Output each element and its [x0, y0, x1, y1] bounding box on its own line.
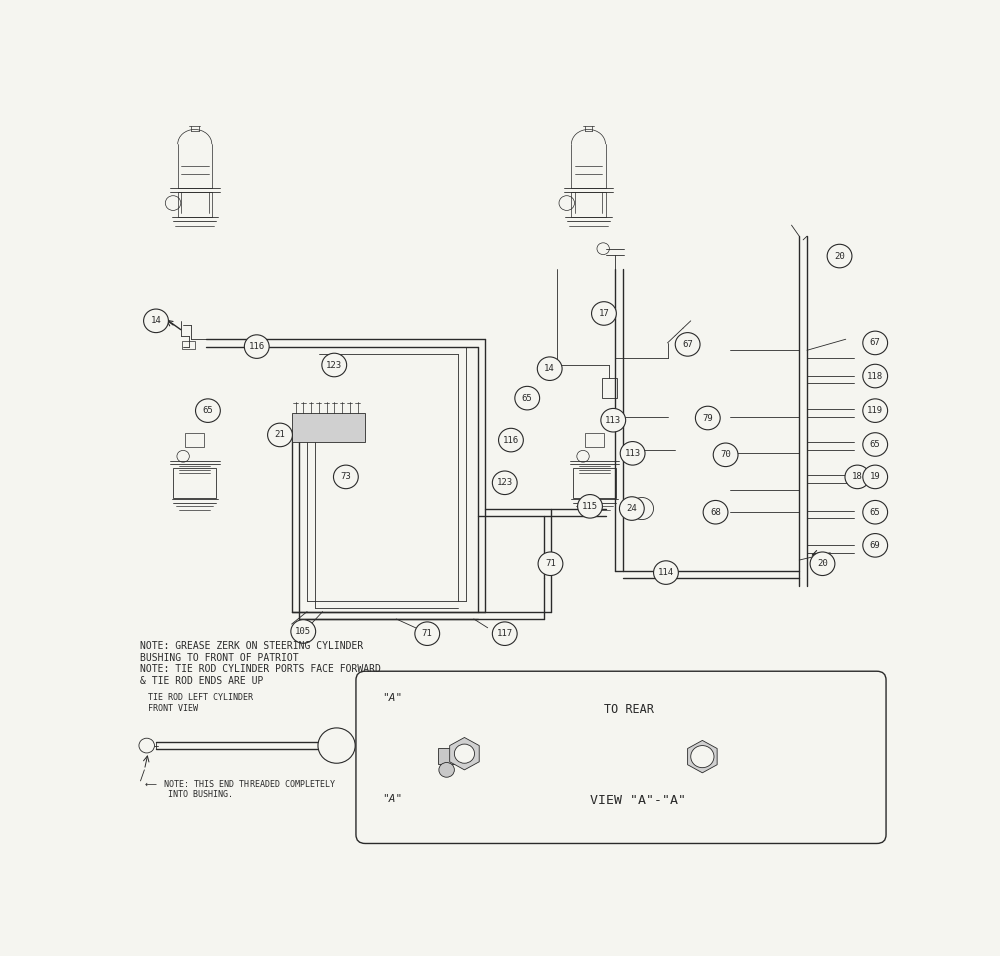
- Circle shape: [863, 533, 888, 557]
- Circle shape: [810, 552, 835, 576]
- Circle shape: [863, 399, 888, 423]
- Circle shape: [691, 746, 714, 768]
- Bar: [573, 468, 616, 497]
- Text: 17: 17: [599, 309, 609, 318]
- Circle shape: [196, 399, 220, 423]
- Circle shape: [454, 744, 475, 763]
- Circle shape: [863, 500, 888, 524]
- Circle shape: [592, 302, 616, 325]
- Circle shape: [863, 331, 888, 355]
- Bar: [571, 192, 606, 217]
- Circle shape: [415, 622, 440, 645]
- Text: 14: 14: [544, 364, 555, 373]
- Circle shape: [703, 500, 728, 524]
- Text: 70: 70: [720, 450, 731, 459]
- Circle shape: [268, 424, 292, 446]
- Text: 123: 123: [326, 360, 342, 370]
- Bar: [185, 433, 204, 447]
- Text: 68: 68: [710, 508, 721, 517]
- Circle shape: [439, 763, 454, 777]
- Circle shape: [492, 471, 517, 494]
- Text: 73: 73: [340, 472, 351, 482]
- Circle shape: [578, 494, 602, 518]
- Circle shape: [845, 466, 870, 489]
- Circle shape: [318, 728, 355, 763]
- Circle shape: [492, 622, 517, 645]
- Text: 65: 65: [203, 406, 213, 415]
- Circle shape: [827, 245, 852, 268]
- Text: 113: 113: [605, 416, 621, 424]
- Circle shape: [695, 406, 720, 430]
- Text: 20: 20: [834, 251, 845, 261]
- Text: 18: 18: [852, 472, 863, 482]
- Circle shape: [322, 353, 347, 377]
- Text: 105: 105: [295, 627, 311, 636]
- Text: 115: 115: [582, 502, 598, 511]
- Text: 71: 71: [422, 629, 433, 639]
- Bar: [585, 433, 604, 447]
- Text: 123: 123: [497, 478, 513, 488]
- Text: 118: 118: [867, 372, 883, 380]
- Text: TIE ROD LEFT CYLINDER: TIE ROD LEFT CYLINDER: [148, 693, 253, 703]
- Text: 19: 19: [870, 472, 881, 482]
- Circle shape: [863, 466, 888, 489]
- Circle shape: [244, 335, 269, 358]
- Text: FRONT VIEW: FRONT VIEW: [148, 705, 198, 713]
- Text: 14: 14: [151, 316, 161, 325]
- Circle shape: [538, 552, 563, 576]
- Text: INTO BUSHING.: INTO BUSHING.: [168, 790, 233, 798]
- Circle shape: [630, 497, 654, 520]
- Text: 119: 119: [867, 406, 883, 415]
- Bar: [602, 378, 617, 398]
- Text: 20: 20: [817, 559, 828, 568]
- Circle shape: [863, 364, 888, 388]
- Text: 69: 69: [870, 541, 881, 550]
- Text: NOTE: GREASE ZERK ON STEERING CYLINDER
BUSHING TO FRONT OF PATRIOT
NOTE: TIE ROD: NOTE: GREASE ZERK ON STEERING CYLINDER B…: [140, 641, 381, 685]
- Circle shape: [863, 433, 888, 456]
- Circle shape: [144, 309, 168, 333]
- Circle shape: [620, 442, 645, 466]
- Text: "A": "A": [327, 757, 339, 762]
- Text: 65: 65: [522, 394, 533, 402]
- Text: 65: 65: [870, 508, 881, 517]
- Text: TO REAR: TO REAR: [604, 703, 654, 716]
- Text: $\longleftarrow$ NOTE: THIS END THREADED COMPLETELY: $\longleftarrow$ NOTE: THIS END THREADED…: [143, 777, 336, 789]
- Text: 67: 67: [682, 340, 693, 349]
- Text: VIEW "A"-"A": VIEW "A"-"A": [590, 794, 686, 807]
- Bar: [173, 468, 216, 497]
- Text: "A": "A": [382, 693, 402, 704]
- Text: 21: 21: [275, 430, 285, 440]
- Circle shape: [139, 738, 154, 753]
- Bar: [438, 748, 455, 764]
- Circle shape: [713, 443, 738, 467]
- Text: 113: 113: [625, 448, 641, 458]
- Bar: [182, 341, 195, 349]
- Text: "A": "A": [382, 794, 402, 804]
- Circle shape: [537, 357, 562, 380]
- Text: 117: 117: [497, 629, 513, 639]
- FancyBboxPatch shape: [356, 671, 886, 843]
- Bar: [178, 192, 212, 217]
- Text: 65: 65: [870, 440, 881, 449]
- Text: 116: 116: [503, 436, 519, 445]
- Circle shape: [601, 408, 626, 432]
- Text: 24: 24: [626, 504, 637, 513]
- Text: "A": "A": [327, 734, 339, 739]
- Text: 79: 79: [702, 414, 713, 423]
- Circle shape: [499, 428, 523, 452]
- Circle shape: [654, 561, 678, 584]
- Circle shape: [333, 466, 358, 489]
- Circle shape: [619, 497, 644, 520]
- Text: 116: 116: [249, 342, 265, 351]
- Text: 67: 67: [870, 338, 881, 347]
- Text: 114: 114: [658, 568, 674, 577]
- Bar: [292, 413, 365, 443]
- Circle shape: [515, 386, 540, 410]
- Text: 71: 71: [545, 559, 556, 568]
- Circle shape: [291, 619, 316, 643]
- Circle shape: [675, 333, 700, 357]
